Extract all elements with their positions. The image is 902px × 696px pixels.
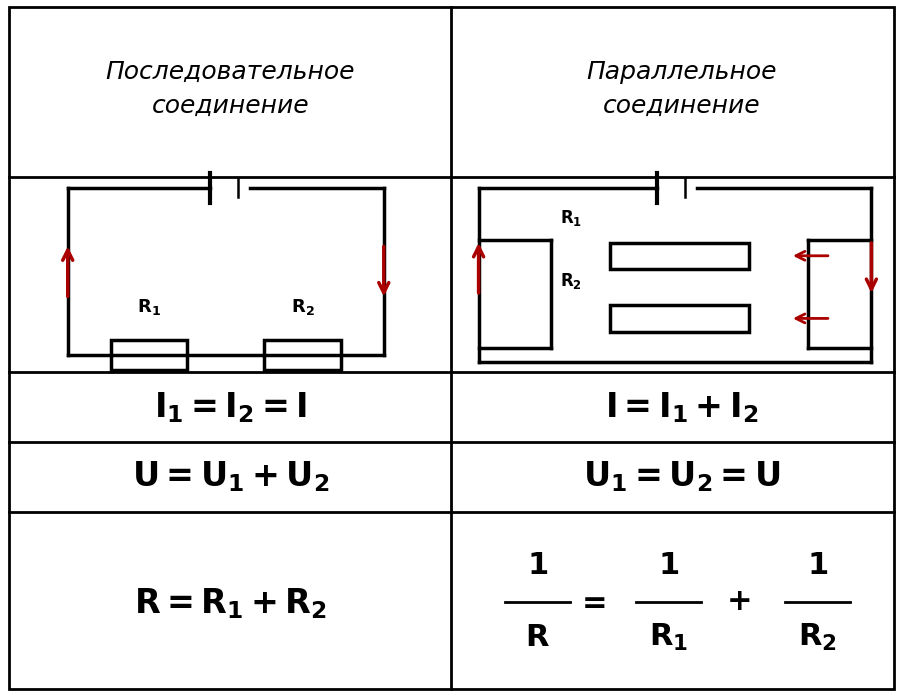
- Text: $\mathbf{=}$: $\mathbf{=}$: [575, 587, 606, 616]
- Text: $\mathbf{R_2}$: $\mathbf{R_2}$: [796, 622, 836, 654]
- Text: $\mathbf{U_1 = U_2 = U}$: $\mathbf{U_1 = U_2 = U}$: [583, 459, 779, 494]
- Bar: [609, 305, 749, 332]
- Text: $\mathbf{R_1}$: $\mathbf{R_1}$: [559, 208, 582, 228]
- Text: $\mathbf{R_2}$: $\mathbf{R_2}$: [290, 296, 314, 317]
- Text: $\mathbf{R_1}$: $\mathbf{R_1}$: [137, 296, 161, 317]
- Bar: [110, 340, 188, 370]
- Text: $\mathbf{R_1}$: $\mathbf{R_1}$: [648, 622, 687, 654]
- Text: $\mathbf{I = I_1 + I_2}$: $\mathbf{I = I_1 + I_2}$: [604, 390, 758, 425]
- Text: $\mathbf{R = R_1 + R_2}$: $\mathbf{R = R_1 + R_2}$: [133, 587, 327, 621]
- Text: $\mathbf{+}$: $\mathbf{+}$: [726, 587, 750, 616]
- Text: Последовательное
соединение: Последовательное соединение: [106, 60, 354, 118]
- Bar: [264, 340, 341, 370]
- Text: $\mathbf{1}$: $\mathbf{1}$: [805, 551, 827, 580]
- Text: $\mathbf{R_2}$: $\mathbf{R_2}$: [559, 271, 581, 291]
- Bar: [609, 242, 749, 269]
- Text: Параллельное
соединение: Параллельное соединение: [586, 60, 776, 118]
- Text: $\mathbf{1}$: $\mathbf{1}$: [526, 551, 548, 580]
- Text: $\mathbf{I_1 = I_2 = I}$: $\mathbf{I_1 = I_2 = I}$: [153, 390, 307, 425]
- Text: $\mathbf{U = U_1 + U_2}$: $\mathbf{U = U_1 + U_2}$: [132, 459, 328, 494]
- Text: $\mathbf{1}$: $\mathbf{1}$: [657, 551, 678, 580]
- Text: $\mathbf{R}$: $\mathbf{R}$: [524, 624, 549, 652]
